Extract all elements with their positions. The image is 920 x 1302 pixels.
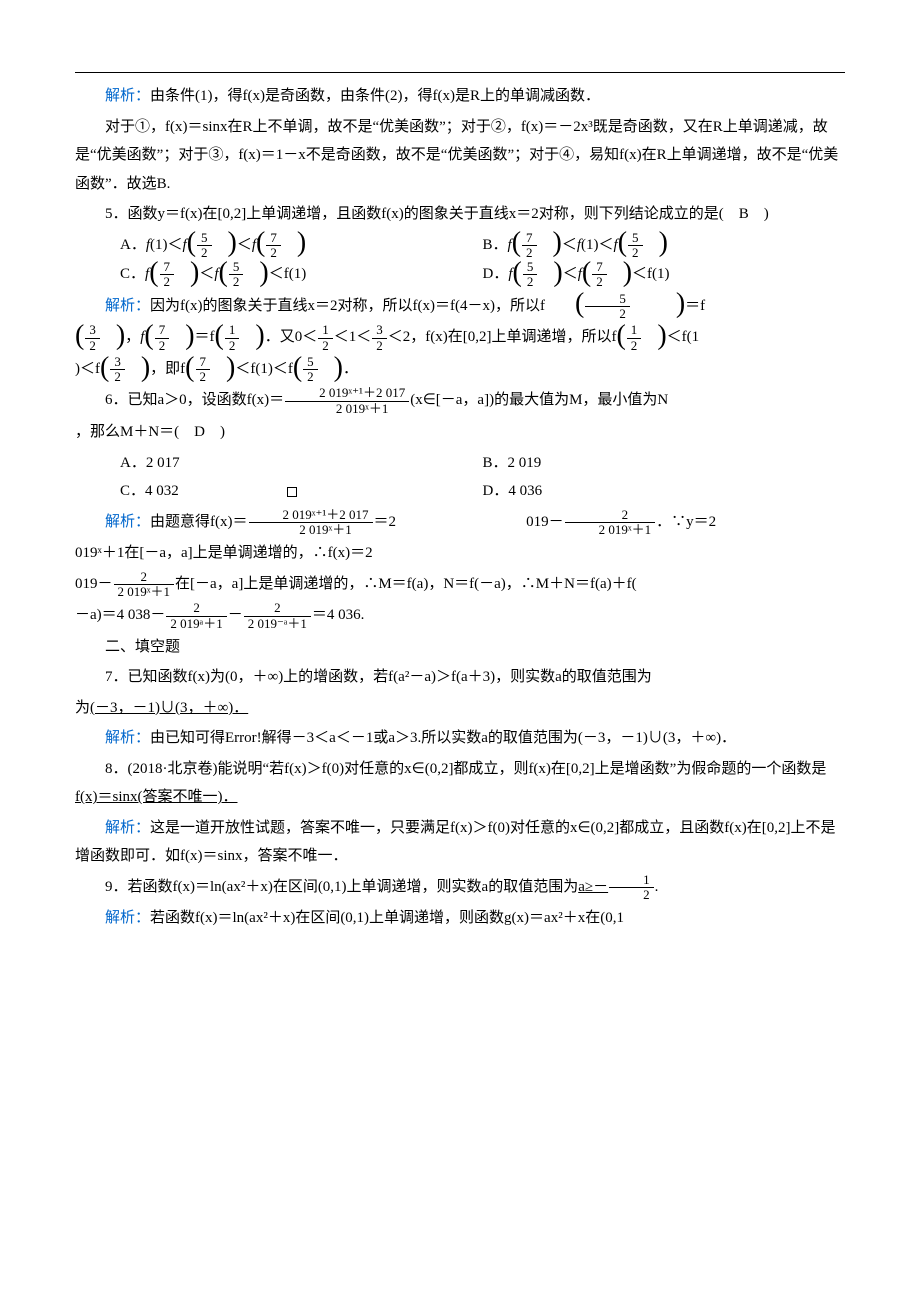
p1-text: 由条件(1)，得f(x)是奇函数，由条件(2)，得f(x)是R上的单调减函数． bbox=[150, 88, 600, 104]
q9-explanation: 解析：若函数f(x)＝ln(ax²＋x)在区间(0,1)上单调递增，则函数g(x… bbox=[75, 904, 845, 933]
jiexi-label: 解析： bbox=[105, 514, 150, 530]
box-icon bbox=[287, 487, 297, 497]
explanation-p2: 对于①，f(x)＝sinx在R上不单调，故不是“优美函数”；对于②，f(x)＝－… bbox=[75, 113, 845, 199]
jiexi-label: 解析： bbox=[105, 88, 150, 104]
top-rule bbox=[75, 72, 845, 73]
q5-explanation-l3: )＜f(32 )，即f(72 )＜f(1)＜f(52 )． bbox=[75, 355, 845, 385]
q5-opt-d: D．f(52 )＜f(72 )＜f(1) bbox=[483, 260, 846, 290]
q7-answer: 为(－3，－1)∪(3，＋∞)． bbox=[75, 694, 845, 723]
q6-options-row1: A．2 017 B．2 019 bbox=[120, 449, 845, 478]
q5-explanation-l2: (32 )，f(72 )＝f(12 )．又0＜12＜1＜32＜2，f(x)在[0… bbox=[75, 323, 845, 353]
jiexi-label: 解析： bbox=[105, 298, 150, 314]
q5-options-row1: A．f(1)＜f(52 )＜f(72 ) B．f(72 )＜f(1)＜f(52 … bbox=[120, 231, 845, 261]
q5-options-row2: C．f(72 )＜f(52 )＜f(1) D．f(52 )＜f(72 )＜f(1… bbox=[120, 260, 845, 290]
q6-explanation: 解析：由题意得f(x)＝2 019ˣ⁺¹＋2 0172 019ˣ＋1＝2019－… bbox=[75, 508, 845, 538]
q8-stem: 8．(2018·北京卷)能说明“若f(x)＞f(0)对任意的x∈(0,2]都成立… bbox=[75, 755, 845, 812]
q6-explanation-l3: 019－22 019ˣ＋1在[－a，a]上是单调递增的，∴M＝f(a)，N＝f(… bbox=[75, 570, 845, 600]
q5-explanation: 解析：因为f(x)的图象关于直线x＝2对称，所以f(x)＝f(4－x)，所以f(… bbox=[75, 292, 845, 322]
section-fill-blank: 二、填空题 bbox=[75, 633, 845, 662]
q6-opt-a: A．2 017 bbox=[120, 449, 483, 478]
q7-stem: 7．已知函数f(x)为(0，＋∞)上的增函数，若f(a²－a)＞f(a＋3)，则… bbox=[75, 663, 845, 692]
q6-explanation-l2: 019ˣ＋1在[－a，a]上是单调递增的，∴f(x)＝2 bbox=[75, 539, 845, 568]
q5-opt-b: B．f(72 )＜f(1)＜f(52 ) bbox=[483, 231, 846, 261]
q5-stem: 5．函数y＝f(x)在[0,2]上单调递增，且函数f(x)的图象关于直线x＝2对… bbox=[75, 200, 845, 229]
q6-stem: 6．已知a＞0，设函数f(x)＝2 019ˣ⁺¹＋2 0172 019ˣ＋1(x… bbox=[75, 386, 845, 416]
q6-options-row2: C．4 032 D．4 036 bbox=[120, 477, 845, 506]
q5-opt-a: A．f(1)＜f(52 )＜f(72 ) bbox=[120, 231, 483, 261]
q5-opt-c: C．f(72 )＜f(52 )＜f(1) bbox=[120, 260, 483, 290]
jiexi-label: 解析： bbox=[105, 730, 150, 746]
jiexi-label: 解析： bbox=[105, 820, 150, 836]
q9-stem: 9．若函数f(x)＝ln(ax²＋x)在区间(0,1)上单调递增，则实数a的取值… bbox=[75, 873, 845, 903]
q6-explanation-l4: －a)＝4 038－22 019ᵃ＋1－22 019⁻ᵃ＋1＝4 036. bbox=[75, 601, 845, 631]
q7-explanation: 解析：由已知可得Error!解得－3＜a＜－1或a＞3.所以实数a的取值范围为(… bbox=[75, 724, 845, 753]
q6-opt-c: C．4 032 bbox=[120, 477, 483, 506]
q6-stem-l2: ，那么M＋N＝( D ) bbox=[75, 418, 845, 447]
jiexi-label: 解析： bbox=[105, 910, 150, 926]
q8-explanation: 解析：这是一道开放性试题，答案不唯一，只要满足f(x)＞f(0)对任意的x∈(0… bbox=[75, 814, 845, 871]
explanation-p1: 解析：由条件(1)，得f(x)是奇函数，由条件(2)，得f(x)是R上的单调减函… bbox=[75, 82, 845, 111]
q6-opt-b: B．2 019 bbox=[483, 449, 846, 478]
q6-opt-d: D．4 036 bbox=[483, 477, 846, 506]
